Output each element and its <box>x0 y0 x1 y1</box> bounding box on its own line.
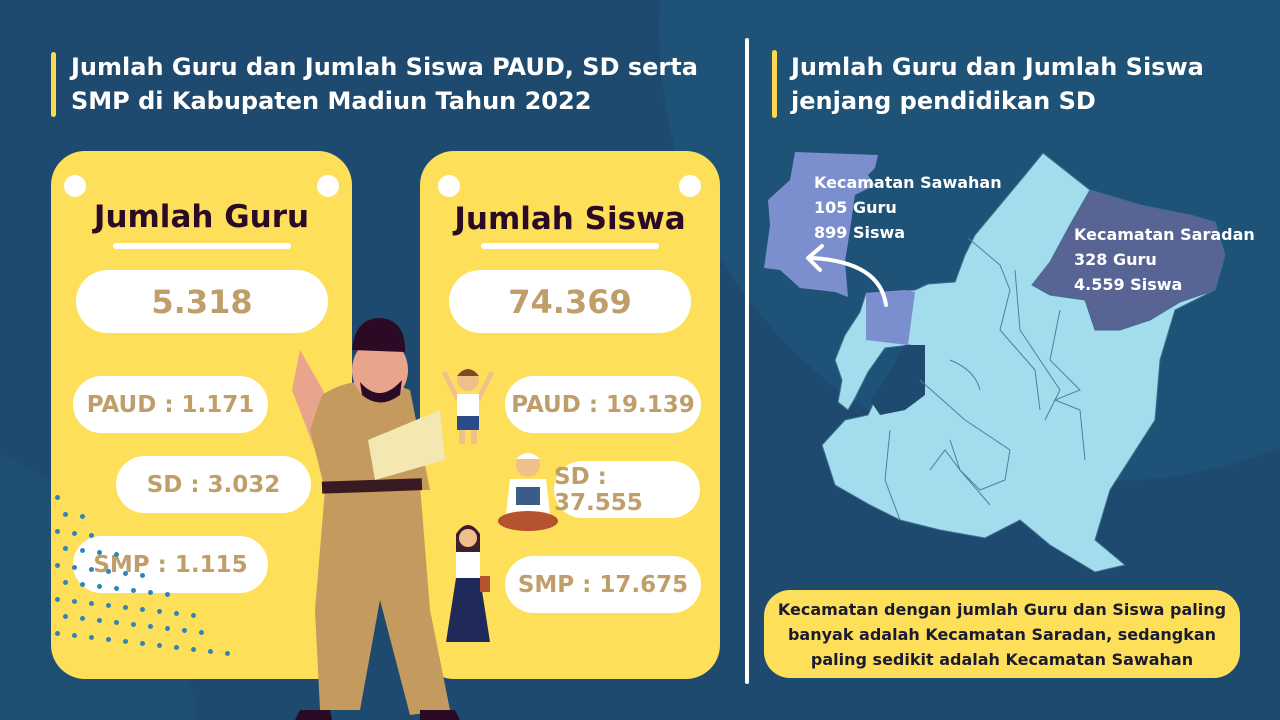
decorative-dot <box>208 649 213 654</box>
decorative-dot <box>140 573 145 578</box>
card-hole <box>64 175 86 197</box>
guru-total: 5.318 <box>76 270 328 333</box>
decorative-dot <box>148 624 153 629</box>
section-divider <box>745 38 749 684</box>
sawahan-guru: 105 Guru <box>814 198 897 217</box>
arrow-head-icon <box>806 244 824 272</box>
decorative-dot <box>72 565 77 570</box>
map-region-sawahan <box>764 152 878 297</box>
decorative-dot <box>174 611 179 616</box>
decorative-dot <box>55 631 60 636</box>
siswa-smp: SMP : 17.675 <box>505 556 701 613</box>
decorative-dot <box>80 616 85 621</box>
decorative-dot <box>225 651 230 656</box>
student-reading-illustration <box>498 453 558 531</box>
card-hole <box>438 175 460 197</box>
siswa-sd: SD : 37.555 <box>554 461 700 518</box>
decorative-dot <box>89 567 94 572</box>
map-region-inner-hole <box>870 345 925 415</box>
title-underline <box>481 243 659 249</box>
siswa-total: 74.369 <box>449 270 691 333</box>
decorative-dot <box>97 584 102 589</box>
decorative-dot <box>72 531 77 536</box>
decorative-dot <box>55 529 60 534</box>
decorative-dot <box>182 628 187 633</box>
siswa-paud: PAUD : 19.139 <box>505 376 701 433</box>
teacher-illustration <box>292 318 460 720</box>
decorative-dot <box>114 620 119 625</box>
decorative-dot <box>97 550 102 555</box>
decorative-dot <box>199 630 204 635</box>
saradan-guru: 328 Guru <box>1074 250 1157 269</box>
guru-smp: SMP : 1.115 <box>73 536 268 593</box>
student-girl-illustration <box>446 525 490 642</box>
student-boy-illustration <box>441 369 495 444</box>
decorative-dot <box>89 601 94 606</box>
card-hole <box>317 175 339 197</box>
decorative-dot <box>55 563 60 568</box>
conclusion-text: Kecamatan dengan jumlah Guru dan Siswa p… <box>777 599 1227 669</box>
map-region-sawahan-enclave <box>866 290 915 345</box>
decorative-dot <box>106 603 111 608</box>
decorative-dot <box>140 641 145 646</box>
right-title: Jumlah Guru dan Jumlah Siswa jenjang pen… <box>791 53 1204 115</box>
decorative-dot <box>106 569 111 574</box>
card-hole <box>679 175 701 197</box>
decorative-dot <box>80 514 85 519</box>
decorative-dot <box>114 552 119 557</box>
title-accent-bar <box>51 52 56 117</box>
decorative-dot <box>80 548 85 553</box>
title-accent-bar <box>772 50 777 118</box>
decorative-dot <box>123 639 128 644</box>
decorative-dot <box>63 546 68 551</box>
title-underline <box>113 243 291 249</box>
saradan-siswa: 4.559 Siswa <box>1074 275 1183 294</box>
decorative-dot <box>140 607 145 612</box>
decorative-dot <box>72 633 77 638</box>
decorative-dot <box>191 647 196 652</box>
saradan-name: Kecamatan Saradan <box>1074 225 1255 244</box>
sawahan-name: Kecamatan Sawahan <box>814 173 1002 192</box>
decorative-dot <box>148 590 153 595</box>
sawahan-label: Kecamatan Sawahan 105 Guru 899 Siswa <box>814 170 1002 245</box>
decorative-dot <box>72 599 77 604</box>
decorative-dot <box>80 582 85 587</box>
decorative-dot <box>97 618 102 623</box>
decorative-dot <box>106 637 111 642</box>
decorative-dot <box>55 495 60 500</box>
map-region-saradan <box>1031 189 1226 331</box>
madiun-map <box>764 152 1226 573</box>
decorative-dot <box>63 614 68 619</box>
decorative-dot <box>89 533 94 538</box>
decorative-dot <box>114 586 119 591</box>
guru-card-title: Jumlah Guru <box>93 199 310 235</box>
siswa-card-title: Jumlah Siswa <box>454 201 686 237</box>
decorative-dot <box>131 588 136 593</box>
decorative-dot <box>123 605 128 610</box>
guru-sd: SD : 3.032 <box>116 456 311 513</box>
decorative-dot <box>165 592 170 597</box>
decorative-dot <box>123 571 128 576</box>
decorative-dot <box>191 613 196 618</box>
decorative-dot <box>157 609 162 614</box>
left-title: Jumlah Guru dan Jumlah Siswa PAUD, SD se… <box>71 53 698 115</box>
decorative-dot <box>165 626 170 631</box>
decorative-dot <box>157 643 162 648</box>
sawahan-siswa: 899 Siswa <box>814 223 906 242</box>
decorative-dot <box>131 622 136 627</box>
decorative-dot <box>63 580 68 585</box>
guru-paud: PAUD : 1.171 <box>73 376 268 433</box>
arrow-icon <box>810 256 888 307</box>
decorative-dot <box>89 635 94 640</box>
decorative-dot <box>63 512 68 517</box>
decorative-dot <box>55 597 60 602</box>
saradan-label: Kecamatan Saradan 328 Guru 4.559 Siswa <box>1074 222 1255 297</box>
conclusion-note: Kecamatan dengan jumlah Guru dan Siswa p… <box>764 590 1240 678</box>
decorative-dot <box>174 645 179 650</box>
